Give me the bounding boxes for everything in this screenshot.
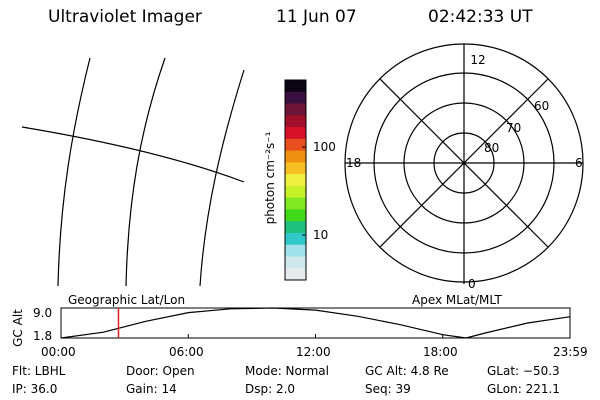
mlat-label-70: 70 <box>506 121 521 135</box>
mlt-label-0: 0 <box>468 277 476 290</box>
colorbar-cell <box>285 115 306 128</box>
mlat-label-60: 60 <box>534 99 549 113</box>
colorbar-cell <box>285 221 306 234</box>
colorbar-cell <box>285 150 306 163</box>
colorbar-cell <box>285 232 306 246</box>
observation-time: 02:42:33 UT <box>428 7 533 27</box>
mlt-label-12: 12 <box>470 53 485 67</box>
door-info: Door: Open <box>126 364 195 378</box>
observation-date: 11 Jun 07 <box>276 7 357 27</box>
ip-info: IP: 36.0 <box>12 382 58 396</box>
colorbar-cell <box>285 80 306 93</box>
polar-mlt-grid: 12 18 6 0 80 70 60 <box>344 43 584 290</box>
altitude-axis-label: GC Alt <box>11 309 25 347</box>
diagonal-line <box>379 78 549 248</box>
ytick-label: 9.0 <box>33 306 52 320</box>
glat-info: GLat: −50.3 <box>487 364 560 378</box>
ytick-label: 1.8 <box>33 329 52 343</box>
colorbar-tick-label: 10 <box>313 228 329 242</box>
meridian-line <box>57 57 91 287</box>
filter-info: Flt: LBHL <box>12 364 66 378</box>
seq-info: Seq: 39 <box>365 382 411 396</box>
dsp-info: Dsp: 2.0 <box>245 382 296 396</box>
xtick-label: 00:00 <box>41 345 76 359</box>
xtick-label: 12:00 <box>296 345 331 359</box>
altitude-curve <box>60 307 570 339</box>
glon-info: GLon: 221.1 <box>487 382 560 396</box>
colorbar-cell <box>285 103 306 116</box>
colorbar-tick-label: 100 <box>313 140 336 154</box>
xtick-label: 18:00 <box>423 345 458 359</box>
colorbar-cell <box>285 197 306 210</box>
instrument-title: Ultraviolet Imager <box>48 7 202 27</box>
xtick-label: 23:59 <box>553 345 588 359</box>
geographic-grid-panel <box>21 57 245 287</box>
altitude-strip-chart: GC Alt 9.0 1.8 <box>11 306 571 347</box>
colorbar-cell <box>285 91 306 105</box>
colorbar-cell <box>285 244 306 257</box>
mlat-label-80: 80 <box>484 141 499 155</box>
colorbar-cell <box>285 127 306 140</box>
colorbar-cell <box>285 138 306 152</box>
colorbar-label: photon cm⁻²s⁻¹ <box>263 131 277 224</box>
colorbar-cell <box>285 185 306 199</box>
gc-alt-info: GC Alt: 4.8 Re <box>365 364 449 378</box>
xtick-label: 06:00 <box>169 345 204 359</box>
geographic-panel-label: Geographic Lat/Lon <box>68 293 186 307</box>
mlt-label-6: 6 <box>575 156 583 170</box>
meridian-line <box>199 69 245 287</box>
meridian-line <box>125 57 166 287</box>
colorbar-cell <box>285 209 306 222</box>
apex-panel-label: Apex MLat/MLT <box>412 293 502 307</box>
gain-info: Gain: 14 <box>126 382 177 396</box>
parallel-line <box>21 126 245 183</box>
colorbar: photon cm⁻²s⁻¹ <box>263 79 307 281</box>
mlt-label-18: 18 <box>346 156 361 170</box>
colorbar-cell <box>285 162 306 175</box>
colorbar-cell <box>285 268 306 281</box>
colorbar-cell <box>285 256 306 269</box>
colorbar-cell <box>285 174 306 187</box>
mode-info: Mode: Normal <box>245 364 329 378</box>
